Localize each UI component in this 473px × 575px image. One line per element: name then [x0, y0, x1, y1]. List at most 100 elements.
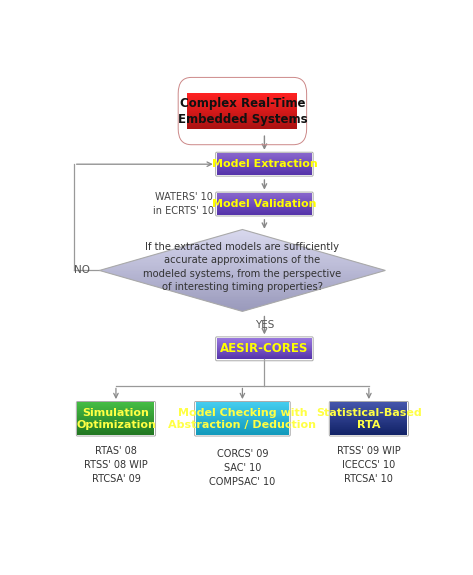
- Bar: [217, 338, 312, 339]
- Bar: [217, 213, 312, 214]
- Bar: [217, 343, 312, 344]
- Bar: [330, 421, 407, 423]
- Bar: [99, 293, 385, 296]
- Bar: [99, 235, 385, 237]
- Bar: [99, 258, 385, 260]
- Bar: [196, 421, 289, 422]
- Bar: [217, 212, 312, 213]
- Bar: [187, 126, 298, 127]
- Bar: [217, 164, 312, 166]
- Bar: [217, 160, 312, 161]
- Bar: [99, 305, 385, 308]
- Bar: [78, 408, 154, 409]
- Bar: [217, 158, 312, 159]
- Bar: [217, 159, 312, 160]
- FancyBboxPatch shape: [216, 337, 313, 361]
- Bar: [99, 250, 385, 252]
- Bar: [217, 198, 312, 200]
- Bar: [217, 194, 312, 195]
- Bar: [99, 292, 385, 294]
- Bar: [99, 285, 385, 288]
- Bar: [78, 428, 154, 429]
- Bar: [99, 263, 385, 266]
- Bar: [196, 428, 289, 429]
- Bar: [187, 113, 298, 114]
- Bar: [330, 402, 407, 404]
- Bar: [217, 154, 312, 155]
- Bar: [187, 97, 298, 98]
- Bar: [78, 432, 154, 434]
- Bar: [187, 119, 298, 120]
- Bar: [196, 417, 289, 419]
- Bar: [330, 427, 407, 428]
- Bar: [217, 161, 312, 162]
- Bar: [217, 193, 312, 194]
- Bar: [187, 121, 298, 122]
- Bar: [78, 425, 154, 426]
- Bar: [217, 354, 312, 355]
- Bar: [217, 357, 312, 358]
- Bar: [99, 271, 385, 274]
- Bar: [99, 255, 385, 258]
- Bar: [99, 294, 385, 297]
- Bar: [196, 415, 289, 416]
- Bar: [99, 239, 385, 242]
- Bar: [196, 412, 289, 413]
- Text: RTSS' 09 WIP
ICECCS' 10
RTCSA' 10: RTSS' 09 WIP ICECCS' 10 RTCSA' 10: [337, 446, 401, 484]
- Bar: [217, 352, 312, 354]
- Bar: [217, 204, 312, 205]
- Bar: [99, 262, 385, 264]
- Bar: [196, 402, 289, 404]
- Bar: [99, 266, 385, 269]
- Bar: [196, 408, 289, 409]
- Bar: [187, 108, 298, 109]
- Bar: [78, 411, 154, 412]
- Bar: [330, 427, 407, 428]
- Bar: [78, 404, 154, 405]
- Bar: [187, 120, 298, 121]
- Bar: [187, 97, 298, 98]
- Bar: [99, 256, 385, 259]
- Bar: [217, 205, 312, 206]
- Bar: [330, 406, 407, 407]
- Bar: [330, 423, 407, 424]
- Bar: [330, 409, 407, 410]
- Bar: [187, 98, 298, 99]
- Bar: [330, 411, 407, 412]
- Bar: [330, 430, 407, 431]
- Bar: [99, 269, 385, 271]
- Bar: [99, 297, 385, 300]
- Bar: [99, 282, 385, 285]
- Bar: [217, 168, 312, 169]
- Bar: [217, 194, 312, 195]
- Bar: [187, 93, 298, 94]
- Bar: [217, 163, 312, 164]
- Bar: [217, 203, 312, 204]
- Bar: [187, 107, 298, 108]
- Bar: [330, 403, 407, 404]
- Bar: [330, 434, 407, 435]
- Bar: [196, 410, 289, 411]
- Bar: [99, 274, 385, 277]
- Bar: [217, 199, 312, 200]
- Bar: [217, 341, 312, 342]
- Bar: [217, 155, 312, 156]
- Bar: [217, 209, 312, 210]
- Bar: [187, 103, 298, 104]
- Bar: [330, 422, 407, 423]
- Bar: [217, 171, 312, 172]
- Bar: [78, 433, 154, 434]
- Bar: [78, 427, 154, 428]
- Bar: [217, 156, 312, 158]
- Bar: [99, 237, 385, 240]
- Bar: [78, 417, 154, 418]
- Bar: [330, 432, 407, 434]
- Bar: [99, 240, 385, 243]
- Bar: [330, 431, 407, 432]
- Bar: [330, 425, 407, 426]
- Bar: [187, 106, 298, 108]
- Bar: [330, 417, 407, 418]
- Bar: [217, 196, 312, 197]
- Bar: [78, 421, 154, 422]
- Bar: [196, 408, 289, 409]
